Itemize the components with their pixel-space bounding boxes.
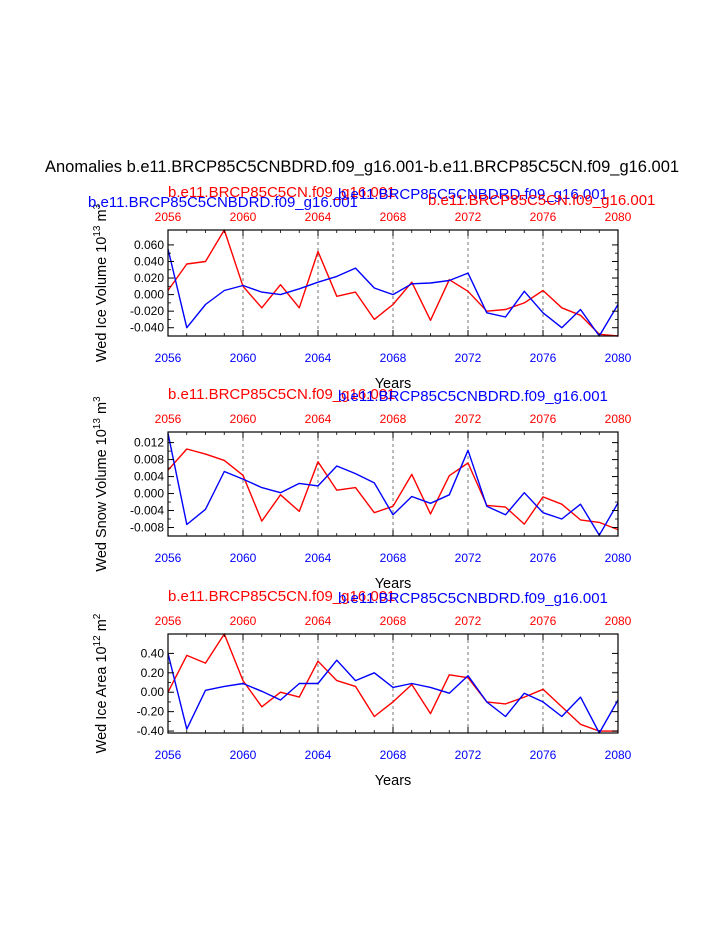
y-tick-label: 0.060: [134, 238, 164, 252]
chart-panel-3: 2056 2056 2060 2060 2064 2064 2068 2068 2072 2072…: [92, 588, 632, 789]
x-tick-label-bottom: 2072: [455, 351, 482, 365]
y-axis-title: Wed Snow Volume 1013 m3: [92, 396, 110, 572]
x-tick-label-top: 2080: [605, 412, 632, 426]
y-axis-title-unit-exponent: 3: [92, 396, 103, 402]
x-tick-label-bottom: 2072: [455, 551, 482, 565]
x-tick-label-top: 2072: [455, 614, 482, 628]
y-tick-label: 0.000: [134, 288, 164, 302]
x-tick-label-top: 2068: [380, 412, 407, 426]
legend-red-label: b.e11.BRCP85C5CN.f09_g16.001: [168, 588, 395, 605]
x-tick-label-bottom: 2072: [455, 748, 482, 762]
x-tick-label-top: 2060: [230, 614, 257, 628]
x-tick-label-top: 2072: [455, 210, 482, 224]
y-axis-title-unit: m: [94, 402, 110, 418]
series-line-blue: [167, 433, 619, 536]
x-tick-label-top: 2080: [605, 210, 632, 224]
x-tick-label-bottom: 2056: [155, 748, 182, 762]
y-tick-label: 0.20: [141, 666, 165, 680]
x-tick-label-top: 2064: [305, 210, 332, 224]
legend-blue-label: b.e11.BRCP85C5CNBDRD.f09_g16.001: [338, 186, 608, 203]
y-axis-title-unit-exponent: 2: [92, 613, 103, 619]
x-tick-label-bottom: 2064: [305, 351, 332, 365]
x-tick-label-top: 2068: [380, 210, 407, 224]
y-tick-label: 0.040: [134, 254, 164, 268]
x-tick-label-top: 2076: [530, 614, 557, 628]
y-tick-label: -0.040: [130, 321, 164, 335]
chart-panel-2: 2056 2056 2060 2060 2064 2064 2068 2068 2072 2072…: [92, 386, 632, 592]
x-tick-label-bottom: 2076: [530, 748, 557, 762]
extra-label-red: b.e11.BRCP85C5CN.f09_g16.001: [428, 192, 655, 209]
x-tick-label-top: 2068: [380, 614, 407, 628]
y-axis-title-exponent: 12: [92, 635, 103, 647]
y-tick-label: -0.20: [137, 705, 165, 719]
y-tick-label: 0.00: [141, 685, 165, 699]
x-tick-label-bottom: 2060: [230, 748, 257, 762]
x-tick-label-bottom: 2056: [155, 351, 182, 365]
y-tick-label: 0.012: [134, 436, 164, 450]
y-axis-title-exponent: 13: [92, 225, 103, 237]
y-tick-label: -0.004: [130, 504, 164, 518]
x-tick-label-bottom: 2080: [605, 748, 632, 762]
x-tick-label-bottom: 2060: [230, 351, 257, 365]
series-line-red: [167, 448, 619, 531]
y-tick-label: 0.020: [134, 271, 164, 285]
figure-title: Anomalies b.e11.BRCP85C5CNBDRD.f09_g16.0…: [45, 158, 679, 176]
y-axis-title-text: Wed Ice Area 10: [94, 646, 110, 753]
series-line-blue: [167, 653, 619, 734]
x-tick-label-bottom: 2080: [605, 351, 632, 365]
x-tick-label-top: 2056: [155, 412, 182, 426]
x-tick-label-bottom: 2068: [380, 551, 407, 565]
x-tick-label-top: 2080: [605, 614, 632, 628]
x-tick-label-top: 2072: [455, 412, 482, 426]
x-axis-title: Years: [375, 576, 412, 592]
series-line-red: [167, 633, 618, 732]
y-tick-label: -0.008: [130, 521, 164, 535]
y-axis-title: Wed Ice Volume 1013 m3: [92, 203, 110, 362]
y-tick-label: 0.40: [141, 646, 165, 660]
legend-red-label: b.e11.BRCP85C5CN.f09_g16.001: [168, 184, 395, 201]
y-axis-title-text: Wed Snow Volume 10: [94, 429, 110, 571]
legend-blue-label: b.e11.BRCP85C5CNBDRD.f09_g16.001: [338, 590, 608, 607]
x-tick-label-top: 2056: [155, 210, 182, 224]
y-axis-title-text: Wed Ice Volume 10: [94, 237, 110, 362]
y-tick-label: 0.000: [134, 487, 164, 501]
x-tick-label-top: 2060: [230, 210, 257, 224]
x-tick-label-bottom: 2068: [380, 748, 407, 762]
y-axis-title: Wed Ice Area 1012 m2: [92, 613, 110, 753]
x-tick-label-top: 2060: [230, 412, 257, 426]
y-axis-title-unit-exponent: 3: [92, 203, 103, 209]
x-tick-label-bottom: 2056: [155, 551, 182, 565]
extra-label-blue: b.e11.BRCP85C5CNBDRD.f09_g16.001: [88, 194, 358, 211]
x-tick-label-top: 2076: [530, 210, 557, 224]
x-axis-title: Years: [375, 773, 412, 789]
x-tick-label-top: 2064: [305, 614, 332, 628]
y-axis-title-unit: m: [94, 209, 110, 225]
y-tick-label: 0.008: [134, 453, 164, 467]
x-tick-label-bottom: 2068: [380, 351, 407, 365]
x-axis-title: Years: [375, 376, 412, 392]
x-tick-label-top: 2056: [155, 614, 182, 628]
legend-blue-label: b.e11.BRCP85C5CNBDRD.f09_g16.001: [338, 388, 608, 405]
chart-panel-1: 2056 2056 2060 2060 2064 2064 2068 2068 2072 2072…: [88, 184, 655, 392]
y-axis-title-unit: m: [94, 619, 110, 635]
x-tick-label-bottom: 2080: [605, 551, 632, 565]
x-tick-label-top: 2064: [305, 412, 332, 426]
x-tick-label-top: 2076: [530, 412, 557, 426]
x-tick-label-bottom: 2060: [230, 551, 257, 565]
panels: 2056 2056 2060 2060 2064 2064 2068 2068 2072 2072…: [88, 184, 655, 789]
y-tick-label: 0.004: [134, 470, 164, 484]
x-tick-label-bottom: 2064: [305, 551, 332, 565]
x-tick-label-bottom: 2076: [530, 351, 557, 365]
series-line-red: [167, 229, 619, 337]
y-axis-title-exponent: 13: [92, 418, 103, 430]
series-line-blue: [167, 248, 619, 337]
legend-red-label: b.e11.BRCP85C5CN.f09_g16.001: [168, 386, 395, 403]
x-tick-label-bottom: 2064: [305, 748, 332, 762]
x-tick-label-bottom: 2076: [530, 551, 557, 565]
y-tick-label: -0.020: [130, 304, 164, 318]
y-tick-label: -0.40: [137, 724, 165, 738]
